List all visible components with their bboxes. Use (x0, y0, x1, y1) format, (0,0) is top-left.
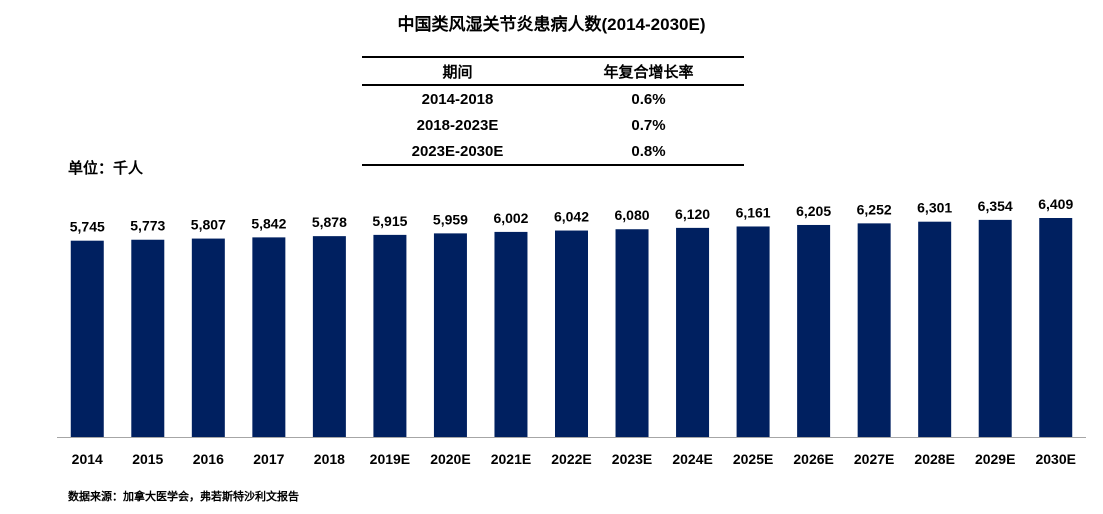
data-label: 6,042 (554, 209, 589, 225)
cagr-period: 2018-2023E (416, 116, 499, 134)
data-label: 6,080 (615, 207, 650, 223)
cagr-row: 2014-2018 0.6% (362, 85, 744, 112)
x-tick-label: 2020E (430, 451, 470, 467)
bar (797, 224, 831, 437)
data-label: 6,252 (857, 201, 892, 217)
unit-label: 单位：千人 (68, 160, 144, 177)
cagr-value: 0.7% (631, 116, 666, 134)
bar (70, 240, 104, 437)
x-tick-label: 2029E (975, 451, 1015, 467)
bar (918, 221, 952, 437)
x-tick-label: 2027E (854, 451, 894, 467)
x-tick-label: 2021E (491, 451, 531, 467)
bar (736, 226, 770, 437)
bar (373, 234, 407, 437)
cagr-header-period: 期间 (442, 63, 473, 81)
data-label: 6,301 (917, 200, 952, 216)
x-tick-label: 2030E (1035, 451, 1075, 467)
data-label: 5,959 (433, 211, 468, 227)
bar (555, 230, 588, 437)
bar (857, 223, 891, 437)
bar (252, 237, 286, 437)
cagr-header-rate: 年复合增长率 (603, 63, 694, 81)
cagr-period: 2023E-2030E (362, 138, 553, 166)
data-label: 6,354 (978, 198, 1013, 214)
data-label: 6,120 (675, 206, 710, 222)
data-label: 5,807 (191, 217, 226, 233)
x-tick-label: 2024E (672, 451, 712, 467)
x-tick-label: 2028E (914, 451, 954, 467)
x-tick-label: 2019E (370, 451, 410, 467)
data-label: 5,842 (251, 215, 286, 231)
data-label: 5,745 (70, 219, 105, 235)
bar (1039, 218, 1073, 437)
bar (978, 219, 1012, 437)
cagr-table-header-row: 期间 年复合增长率 (362, 57, 744, 85)
x-tick-label: 2014 (72, 451, 103, 467)
x-tick-label: 2025E (733, 451, 773, 467)
source-note: 数据来源：加拿大医学会，弗若斯特沙利文报告 (68, 491, 299, 503)
data-label: 5,878 (312, 214, 347, 230)
cagr-period: 2014-2018 (421, 90, 494, 108)
x-tick-label: 2016 (193, 451, 224, 467)
cagr-value: 0.8% (553, 138, 744, 166)
data-label: 5,773 (130, 218, 165, 234)
data-label: 6,002 (493, 210, 528, 226)
bar (131, 239, 165, 437)
bar (676, 227, 710, 437)
cagr-row: 2018-2023E 0.7% (362, 112, 744, 138)
x-tick-label: 2018 (314, 451, 345, 467)
data-label: 6,409 (1038, 196, 1073, 212)
data-label: 5,915 (372, 213, 407, 229)
data-label: 6,161 (736, 204, 771, 220)
bar (494, 231, 528, 437)
bar (615, 229, 649, 437)
x-tick-label: 2017 (253, 451, 284, 467)
bar (312, 236, 346, 437)
cagr-row: 2023E-2030E 0.8% (362, 138, 744, 166)
x-tick-label: 2015 (132, 451, 163, 467)
x-tick-label: 2023E (612, 451, 652, 467)
x-tick-label: 2022E (551, 451, 591, 467)
data-label: 6,205 (796, 203, 831, 219)
bar (433, 233, 467, 437)
bar (191, 238, 225, 437)
cagr-table: 期间 年复合增长率 2014-2018 0.6% 2018-2023E 0.7%… (362, 56, 744, 166)
chart-title: 中国类风湿关节炎患病人数(2014-2030E) (397, 15, 706, 34)
x-tick-label: 2026E (793, 451, 833, 467)
cagr-value: 0.6% (631, 90, 666, 108)
